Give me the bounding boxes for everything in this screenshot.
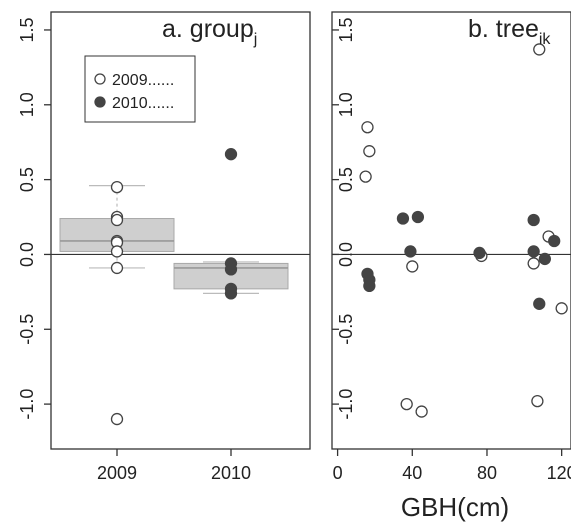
point-b-2010-1 [404, 245, 417, 258]
panel-a-title-subscript: j [253, 31, 258, 48]
y-tick-label-a-2: 0.0 [17, 242, 37, 267]
point-b-2010-7 [527, 213, 540, 227]
x-tick-label-b-2: 80 [477, 463, 497, 483]
point-b-2010-9 [533, 297, 546, 310]
point-b-2010-0 [396, 212, 410, 225]
y-tick-label-a-5: 1.5 [17, 17, 37, 42]
legend-marker-2010 [94, 96, 106, 108]
y-tick-label-b-1: -0.5 [336, 314, 356, 345]
point-b-2009-8 [533, 43, 546, 56]
point-b-2009-11 [555, 302, 568, 315]
legend-label-2009: 2009...... [112, 72, 174, 89]
x-tick-label-a-1: 2010 [211, 463, 251, 483]
point-b-2010-2 [411, 210, 425, 224]
point-a-2010-4 [224, 287, 238, 300]
point-a-2009-6 [110, 261, 124, 275]
point-b-2009-5 [415, 405, 428, 418]
y-tick-label-b-4: 1.0 [336, 92, 356, 117]
point-b-2010-11 [548, 234, 561, 248]
point-a-2009-2 [110, 213, 124, 227]
legend-marker-2009 [94, 73, 106, 85]
x-axis-label: GBH(cm) [401, 492, 509, 522]
panel-b-content: -1.0-0.50.00.51.01.504080120 [332, 17, 571, 483]
y-tick-label-a-1: -0.5 [17, 314, 37, 345]
point-b-2009-2 [359, 170, 372, 183]
panel-b-title: b. treeik [468, 15, 551, 48]
panel-a-content: -1.0 -0.5 0.0 0.5 1.0 1.5 2009 2010 [17, 17, 310, 483]
panel-a-frame [50, 11, 311, 450]
panel-a: -1.0 -0.5 0.0 0.5 1.0 1.5 2009 2010 a. groupj 2… [17, 11, 311, 483]
x-tick-label-b-0: 0 [333, 463, 343, 483]
panel-a-title-main: a. group [162, 15, 254, 43]
point-b-2009-4 [400, 397, 413, 411]
point-b-2010-10 [538, 252, 552, 266]
point-a-2009-7 [110, 412, 124, 426]
panel-b: -1.0-0.50.00.51.01.504080120 b. treeik G… [331, 11, 571, 522]
point-a-2010-0 [224, 148, 238, 161]
x-tick-label-b-1: 40 [402, 463, 422, 483]
point-a-2009-0 [110, 180, 124, 194]
point-a-2009-5 [110, 245, 124, 258]
y-tick-label-a-0: -1.0 [17, 389, 37, 420]
legend-label-2010: 2010...... [112, 95, 174, 112]
x-tick-label-b-3: 120 [547, 463, 571, 483]
point-b-2009-1 [363, 145, 376, 158]
point-b-2010-6 [473, 246, 486, 260]
panel-b-title-main: b. tree [468, 15, 539, 43]
y-tick-label-a-3: 0.5 [17, 167, 37, 192]
legend: 2009...... 2010...... [84, 55, 196, 123]
legend-box [84, 55, 196, 123]
point-b-2009-3 [406, 260, 419, 273]
y-tick-label-b-3: 0.5 [336, 167, 356, 192]
y-tick-label-b-0: -1.0 [336, 389, 356, 420]
point-a-2010-2 [224, 263, 238, 276]
panel-b-frame [331, 11, 571, 450]
y-tick-label-b-5: 1.5 [336, 17, 356, 42]
point-b-2009-0 [361, 121, 374, 134]
panel-a-title: a. groupj [162, 15, 257, 48]
panel-b-title-subscript: ik [539, 31, 552, 48]
x-tick-label-a-0: 2009 [97, 463, 137, 483]
point-b-2009-7 [527, 257, 540, 270]
y-tick-label-a-4: 1.0 [17, 92, 37, 117]
point-b-2010-8 [527, 245, 540, 258]
point-b-2010-5 [363, 279, 376, 293]
point-b-2009-9 [531, 394, 544, 408]
